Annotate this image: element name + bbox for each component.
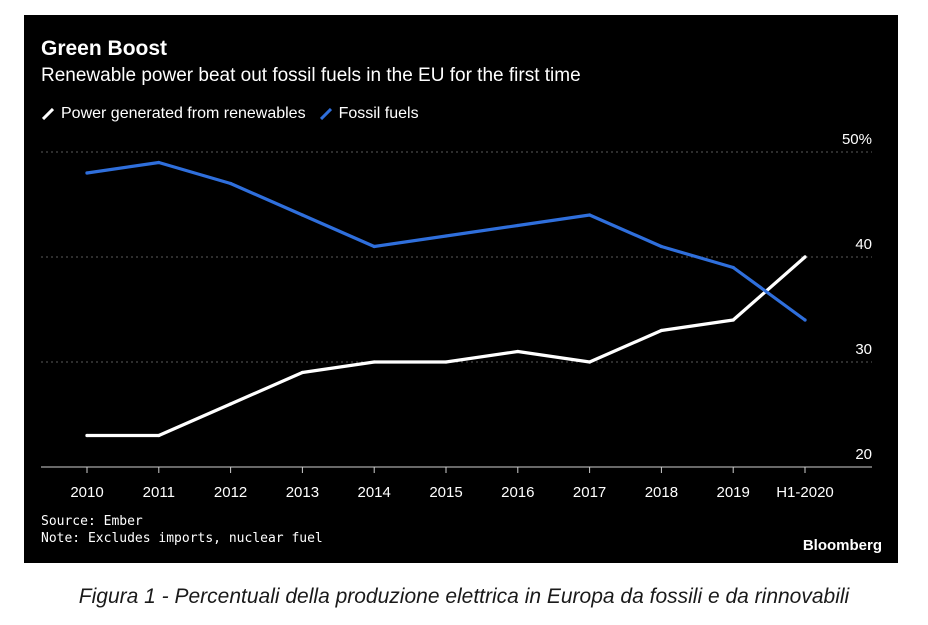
data-point-fossil (85, 171, 89, 175)
x-tick-label: 2014 (358, 484, 391, 501)
data-point-fossil (588, 213, 592, 217)
data-point-renewables (803, 255, 807, 259)
chart-title: Green Boost (41, 37, 168, 60)
legend-item-fossil: Fossil fuels (319, 105, 419, 123)
source-note: Source: Ember (41, 514, 143, 529)
data-point-renewables (588, 360, 592, 364)
y-tick-label: 40 (855, 236, 872, 253)
x-tick-label: 2012 (214, 484, 247, 501)
data-point-fossil (731, 265, 735, 270)
x-tick-label: 2015 (429, 484, 462, 501)
legend-swatch-fossil (319, 108, 332, 120)
data-point-renewables (229, 402, 233, 406)
legend: Power generated from renewables Fossil f… (42, 105, 433, 123)
data-point-fossil (516, 223, 520, 228)
legend-swatch-renewables (42, 108, 54, 120)
data-point-fossil (444, 234, 448, 238)
y-tick-label: 50% (842, 131, 872, 148)
data-point-fossil (229, 181, 233, 186)
legend-item-renewables: Power generated from renewables (42, 105, 306, 123)
bloomberg-logo: Bloomberg (802, 537, 882, 554)
chart-subtitle: Renewable power beat out fossil fuels in… (41, 65, 581, 86)
x-tick-label: 2017 (573, 484, 606, 501)
plot-area: 50% 40 30 20 2010 2011 2012 2013 2014 2015 2016 201… (41, 131, 872, 501)
data-point-renewables (659, 328, 664, 333)
x-tick-label: 2018 (645, 484, 678, 501)
x-tick-label: 2013 (286, 484, 319, 501)
data-point-renewables (372, 360, 376, 364)
data-point-renewables (157, 433, 161, 438)
y-tick-label: 20 (855, 446, 872, 463)
data-point-renewables (516, 349, 520, 354)
footnote: Note: Excludes imports, nuclear fuel (41, 531, 323, 546)
legend-label-fossil: Fossil fuels (338, 105, 419, 122)
data-point-fossil (157, 160, 161, 165)
data-point-renewables (85, 433, 89, 438)
data-point-fossil (803, 318, 807, 322)
data-point-renewables (731, 318, 735, 322)
data-point-renewables (444, 360, 448, 364)
x-tick-label: 2011 (143, 484, 175, 501)
series-line-renewables (85, 255, 807, 438)
chart-panel: Green Boost Renewable power beat out fos… (24, 15, 898, 563)
figure-caption: Figura 1 - Percentuali della produzione … (78, 585, 850, 608)
y-tick-label: 30 (855, 341, 872, 358)
data-point-fossil (372, 244, 376, 249)
data-point-fossil (659, 244, 664, 249)
x-tick-label: 2016 (501, 484, 534, 501)
x-tick-label: H1-2020 (776, 484, 834, 501)
data-point-renewables (300, 370, 304, 375)
series-line-fossil (85, 160, 807, 322)
x-tick-label: 2010 (70, 484, 103, 501)
legend-label-renewables: Power generated from renewables (61, 105, 306, 122)
data-point-fossil (300, 213, 304, 217)
x-tick-label: 2019 (717, 484, 750, 501)
